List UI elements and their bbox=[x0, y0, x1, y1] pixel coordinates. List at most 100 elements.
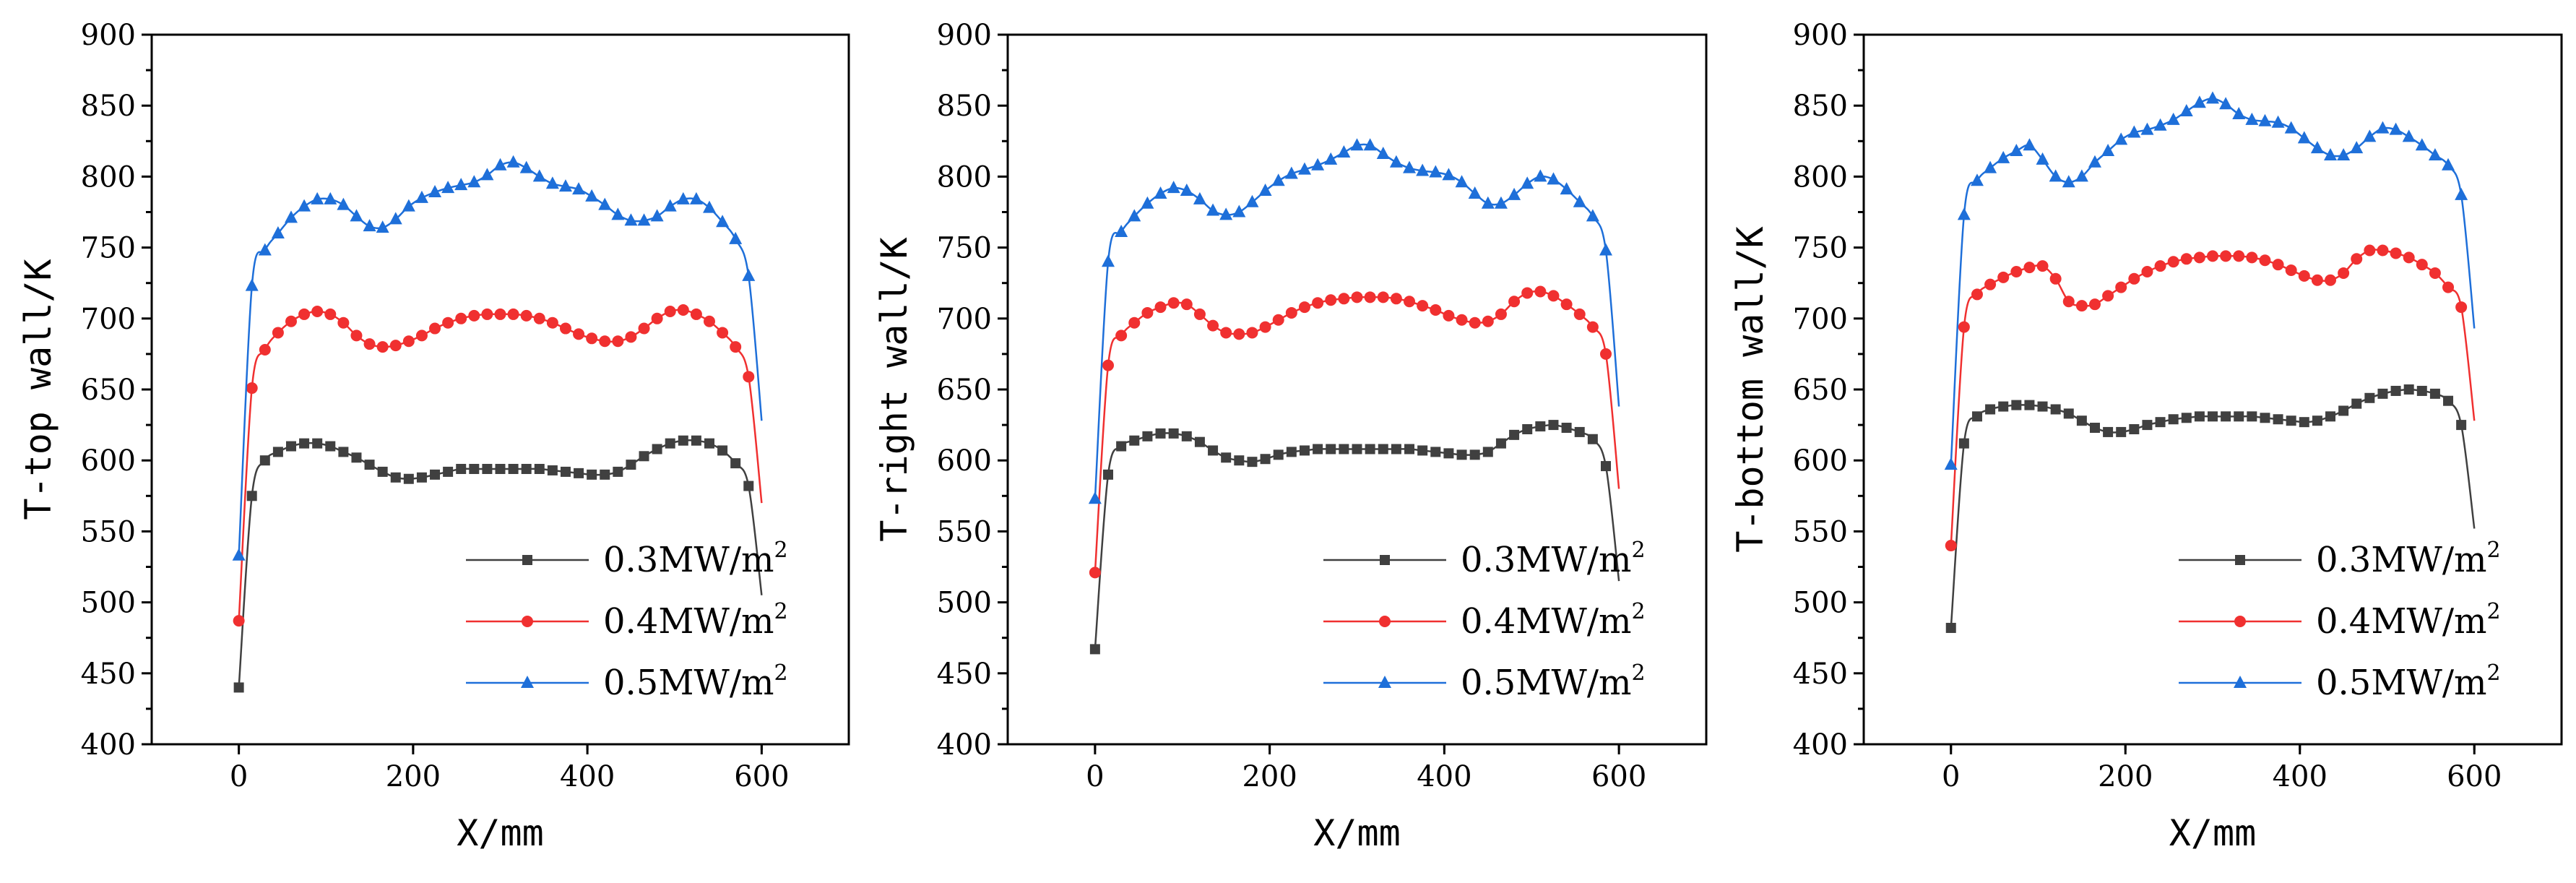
data-point bbox=[2351, 253, 2363, 265]
data-point bbox=[2140, 122, 2154, 135]
data-point bbox=[1984, 278, 1997, 290]
data-point bbox=[2062, 175, 2075, 188]
data-point bbox=[1391, 444, 1401, 455]
data-point bbox=[1259, 321, 1271, 333]
series-line bbox=[1950, 249, 2476, 546]
data-point bbox=[1350, 138, 1364, 151]
data-point bbox=[1116, 441, 1127, 452]
legend-label: 0.4MW/m2 bbox=[2316, 599, 2501, 642]
legend-label-superscript: 2 bbox=[1632, 538, 1646, 563]
y-tick-label: 800 bbox=[937, 160, 992, 194]
data-point bbox=[1390, 293, 1402, 305]
data-point bbox=[233, 615, 245, 627]
data-point bbox=[2416, 259, 2428, 271]
y-axis-label: T-right wall/K bbox=[873, 237, 915, 541]
legend-label-superscript: 2 bbox=[2487, 660, 2501, 686]
data-point bbox=[1103, 469, 1114, 480]
data-point bbox=[1945, 540, 1957, 552]
data-point bbox=[743, 481, 754, 491]
data-point bbox=[572, 182, 586, 195]
data-point bbox=[2442, 158, 2455, 171]
chart-panel-1: 400 450 500 550 600 650 700 750 800 850 900 0 200 400… bbox=[17, 19, 850, 854]
data-point bbox=[1985, 404, 1996, 415]
data-point bbox=[389, 212, 402, 225]
data-point bbox=[2377, 388, 2388, 399]
data-point bbox=[1352, 444, 1362, 455]
data-point bbox=[2350, 141, 2364, 154]
legend-entry-2: 0.4MW/m2 bbox=[466, 599, 788, 642]
data-point bbox=[246, 491, 257, 501]
data-point bbox=[480, 168, 494, 181]
data-point bbox=[2155, 417, 2166, 428]
data-point bbox=[1272, 314, 1284, 326]
data-point bbox=[428, 185, 442, 198]
legend-marker bbox=[2234, 616, 2246, 627]
data-point bbox=[1220, 327, 1232, 339]
data-point bbox=[2376, 121, 2390, 134]
data-point bbox=[2429, 388, 2440, 399]
data-point bbox=[2129, 423, 2140, 434]
data-point bbox=[677, 304, 689, 316]
data-point bbox=[2234, 411, 2244, 422]
data-point bbox=[1338, 293, 1350, 305]
x-tick-label: 200 bbox=[386, 760, 441, 793]
data-point bbox=[1984, 160, 1997, 173]
data-point bbox=[1944, 457, 1958, 470]
data-point bbox=[2286, 415, 2296, 426]
legend-marker bbox=[521, 676, 534, 688]
series-1 bbox=[1089, 420, 1620, 655]
data-point bbox=[1245, 194, 1259, 207]
data-point bbox=[2088, 298, 2101, 311]
data-point bbox=[533, 312, 545, 324]
data-point bbox=[2259, 254, 2271, 267]
data-point bbox=[2102, 290, 2114, 302]
legend-marker bbox=[522, 616, 533, 627]
y-tick-label: 800 bbox=[1793, 160, 1848, 194]
y-tick-label: 600 bbox=[81, 444, 136, 478]
data-point bbox=[1560, 182, 1573, 195]
legend-entry-3: 0.5MW/m2 bbox=[466, 660, 788, 703]
series-line bbox=[238, 161, 763, 556]
data-point bbox=[1958, 438, 1969, 449]
data-point bbox=[312, 438, 323, 449]
data-point bbox=[1168, 428, 1179, 439]
x-tick-label: 0 bbox=[230, 760, 248, 793]
data-point bbox=[390, 472, 401, 483]
data-point bbox=[1997, 150, 2010, 163]
data-point bbox=[1586, 321, 1599, 333]
data-point bbox=[1271, 173, 1285, 186]
data-point bbox=[324, 308, 337, 320]
data-point bbox=[2166, 112, 2180, 125]
data-point bbox=[350, 209, 363, 222]
data-point bbox=[743, 371, 755, 383]
data-point bbox=[2402, 129, 2416, 142]
data-point bbox=[2179, 104, 2193, 117]
data-point bbox=[1193, 191, 1206, 204]
data-point bbox=[363, 338, 376, 350]
data-point bbox=[2443, 395, 2454, 406]
data-point bbox=[1378, 444, 1388, 455]
data-point bbox=[285, 315, 297, 327]
data-point bbox=[2310, 141, 2324, 154]
data-point bbox=[2325, 274, 2337, 286]
x-tick-label: 400 bbox=[560, 760, 615, 793]
data-point bbox=[2050, 404, 2061, 415]
data-point bbox=[1142, 431, 1153, 442]
y-tick-label: 750 bbox=[81, 232, 136, 265]
y-tick-label: 400 bbox=[1793, 728, 1848, 762]
legend-label: 0.4MW/m2 bbox=[603, 599, 788, 642]
data-point bbox=[1599, 348, 1612, 360]
y-tick-label: 450 bbox=[81, 658, 136, 691]
data-point bbox=[1456, 449, 1467, 460]
data-point bbox=[2207, 250, 2218, 262]
data-point bbox=[717, 327, 729, 339]
data-point bbox=[2325, 411, 2336, 422]
data-point bbox=[547, 465, 558, 475]
data-point bbox=[1509, 429, 1520, 440]
series-2 bbox=[1945, 244, 2476, 552]
data-point bbox=[311, 305, 324, 317]
x-tick-label: 0 bbox=[1086, 760, 1104, 793]
data-point bbox=[742, 268, 756, 281]
data-point bbox=[2181, 413, 2192, 423]
data-point bbox=[1468, 186, 1482, 199]
